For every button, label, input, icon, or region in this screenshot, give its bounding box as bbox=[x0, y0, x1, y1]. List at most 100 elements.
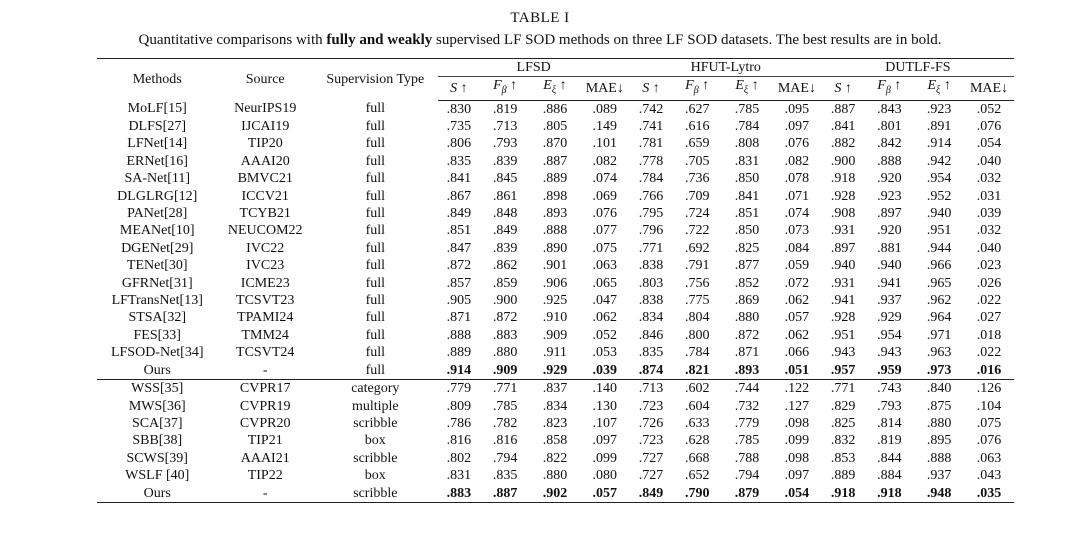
metric-value-cell: .823 bbox=[542, 415, 568, 431]
metric-value-cell: .794 bbox=[734, 468, 760, 484]
method-cell: SBB[38] bbox=[132, 433, 183, 449]
metric-value-cell: .742 bbox=[638, 101, 664, 117]
caption-text-before: Quantitative comparisons with bbox=[138, 32, 327, 48]
metric-value-cell: .794 bbox=[492, 450, 518, 466]
method-cell: WSS[35] bbox=[97, 379, 218, 398]
full-supervision-rows: MoLF[15] NeurIPS19 full .830 .819 .886 .089 .74… bbox=[97, 100, 1014, 380]
metric-value-cell: .871 bbox=[446, 310, 472, 326]
header-metric-f-beta: Fβ ↑ bbox=[672, 76, 723, 101]
metric-value-cell: .890 bbox=[542, 240, 568, 256]
metric-value-cell: .039 bbox=[592, 362, 618, 378]
metric-value-cell: .026 bbox=[976, 275, 1002, 291]
metric-value-cell: .841 bbox=[734, 188, 760, 204]
metric-value-cell: .723 bbox=[638, 398, 664, 414]
supervision-type-cell: scribble bbox=[312, 484, 438, 503]
metric-value-cell: .838 bbox=[638, 293, 664, 309]
metric-value-cell: .937 bbox=[877, 293, 902, 309]
metric-value-cell: .063 bbox=[592, 258, 618, 274]
metric-value-cell: .870 bbox=[542, 136, 568, 152]
metric-value-cell: .918 bbox=[830, 171, 856, 187]
table-row: GFRNet[31] ICME23 full .857 .859 .906 .065 .803… bbox=[97, 275, 1014, 292]
metric-value-cell: .040 bbox=[976, 153, 1002, 169]
metric-value-cell: .883 bbox=[492, 327, 518, 343]
method-cell: DLGLRG[12] bbox=[117, 188, 198, 204]
metric-value-cell: .940 bbox=[926, 206, 952, 222]
metric-value-cell: .059 bbox=[784, 258, 810, 274]
metric-value-cell: .920 bbox=[877, 171, 902, 187]
metric-value-cell: .844 bbox=[877, 450, 902, 466]
metric-value-cell: .816 bbox=[492, 433, 518, 449]
metric-value-cell: .122 bbox=[771, 379, 822, 398]
metric-value-cell: .887 bbox=[480, 484, 531, 503]
metric-value-cell: .054 bbox=[771, 484, 822, 503]
metric-value-cell: .940 bbox=[830, 258, 856, 274]
metric-value-cell: .062 bbox=[592, 310, 618, 326]
metric-value-cell: .785 bbox=[734, 433, 760, 449]
source-cell: CVPR19 bbox=[239, 398, 291, 414]
metric-value-cell: .668 bbox=[684, 450, 710, 466]
metric-value-cell: .107 bbox=[592, 415, 618, 431]
table-row: MWS[36] CVPR19 multiple .809 .785 .834 .130 .72… bbox=[97, 398, 1014, 415]
metric-value-cell: .942 bbox=[926, 153, 952, 169]
supervision-type-cell: category bbox=[312, 379, 438, 398]
method-cell: Ours bbox=[143, 362, 171, 378]
metric-value-cell: .627 bbox=[684, 101, 710, 117]
metric-value-cell: .127 bbox=[784, 398, 810, 414]
metric-value-cell: .884 bbox=[877, 468, 902, 484]
metric-value-cell: .954 bbox=[926, 171, 952, 187]
metric-value-cell: .097 bbox=[592, 433, 618, 449]
metric-value-cell: .839 bbox=[492, 240, 518, 256]
source-cell: ICCV21 bbox=[241, 188, 289, 204]
metric-value-cell: .771 bbox=[638, 240, 664, 256]
metric-value-cell: .066 bbox=[784, 345, 810, 361]
metric-value-cell: .051 bbox=[784, 362, 810, 378]
metric-value-cell: .943 bbox=[877, 345, 902, 361]
metric-value-cell: .063 bbox=[976, 450, 1002, 466]
metric-value-cell: .031 bbox=[976, 188, 1002, 204]
metric-value-cell: .713 bbox=[629, 379, 673, 398]
metric-value-cell: .857 bbox=[446, 275, 472, 291]
metric-value-cell: .779 bbox=[734, 415, 760, 431]
metric-value-cell: .032 bbox=[976, 223, 1002, 239]
method-cell: WSLF [40] bbox=[125, 468, 190, 484]
metric-value-cell: .832 bbox=[830, 433, 856, 449]
supervision-type-cell: box bbox=[364, 433, 386, 449]
metric-value-cell: .971 bbox=[926, 327, 952, 343]
metric-value-cell: .633 bbox=[684, 415, 710, 431]
method-cell: LFTransNet[13] bbox=[111, 293, 203, 309]
source-cell: TCSVT23 bbox=[236, 293, 295, 309]
metric-value-cell: .743 bbox=[864, 379, 915, 398]
metric-value-cell: .149 bbox=[592, 119, 618, 135]
metric-value-cell: .075 bbox=[976, 415, 1002, 431]
metric-value-cell: .941 bbox=[830, 293, 856, 309]
metric-value-cell: .918 bbox=[864, 484, 915, 503]
metric-value-cell: .077 bbox=[592, 223, 618, 239]
metric-value-cell: .931 bbox=[830, 223, 856, 239]
metric-value-cell: .869 bbox=[734, 293, 760, 309]
table-row: LFNet[14] TIP20 full .806 .793 .870 .101 .781 .6… bbox=[97, 135, 1014, 152]
table-row: WSS[35] CVPR17 category .779.771.837.140.71… bbox=[97, 379, 1014, 398]
source-cell: IVC23 bbox=[246, 258, 285, 274]
metric-value-cell: .952 bbox=[926, 188, 952, 204]
header-metric-mae: MAE↓ bbox=[579, 76, 630, 101]
source-cell: TIP22 bbox=[247, 468, 283, 484]
metric-value-cell: .852 bbox=[734, 275, 760, 291]
metric-value-cell: .941 bbox=[877, 275, 902, 291]
metric-value-cell: .727 bbox=[638, 450, 664, 466]
metric-value-cell: .018 bbox=[976, 327, 1002, 343]
metric-value-cell: .795 bbox=[638, 206, 664, 222]
metric-value-cell: .848 bbox=[492, 206, 518, 222]
header-row-metrics: S ↑ Fβ ↑ Eξ ↑ MAE↓ S ↑ Fβ ↑ Eξ ↑ MAE↓ S ↑ Fβ ↑ Eξ … bbox=[97, 76, 1014, 101]
metric-value-cell: .140 bbox=[579, 379, 630, 398]
header-metric-e-xi: Eξ ↑ bbox=[530, 76, 580, 101]
supervision-type-cell: full bbox=[365, 223, 386, 239]
header-metric-s-measure: S ↑ bbox=[821, 76, 865, 101]
table-label: TABLE I bbox=[510, 10, 570, 26]
metric-value-cell: .806 bbox=[446, 136, 472, 152]
metric-value-cell: .859 bbox=[492, 275, 518, 291]
metric-value-cell: .830 bbox=[446, 101, 472, 117]
metric-value-cell: .788 bbox=[734, 450, 760, 466]
metric-value-cell: .862 bbox=[492, 258, 518, 274]
metric-value-cell: .784 bbox=[684, 345, 710, 361]
metric-value-cell: .791 bbox=[684, 258, 710, 274]
